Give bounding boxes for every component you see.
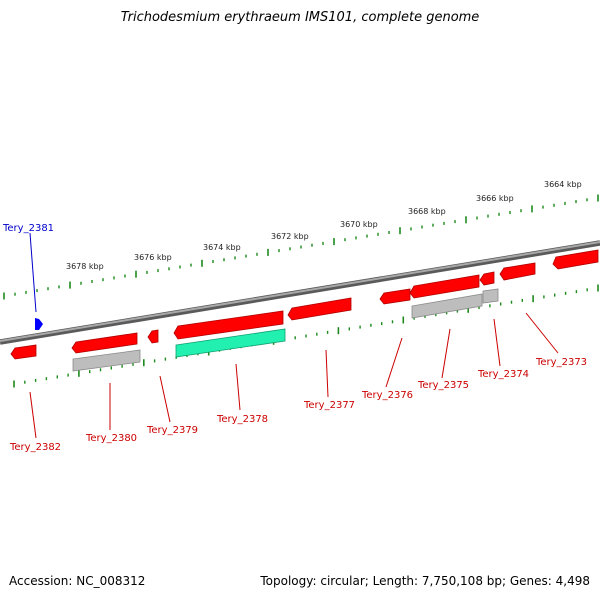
gene-label-tery-2380[interactable]: Tery_2380	[85, 433, 137, 444]
scale-label-3664: 3664 kbp	[544, 180, 582, 189]
gene-label-tery-2373[interactable]: Tery_2373	[535, 357, 587, 368]
scale-label-3666: 3666 kbp	[476, 194, 514, 203]
gene-arrow-tery-2380[interactable]	[71, 332, 138, 354]
scale-label-3670: 3670 kbp	[340, 220, 378, 229]
scale-label-3676: 3676 kbp	[134, 253, 172, 262]
scale-label-3678: 3678 kbp	[66, 262, 104, 271]
label-leader-lines	[29, 232, 559, 439]
outer-scale-ticks	[3, 194, 599, 300]
gene-label-tery-2378[interactable]: Tery_2378	[216, 414, 268, 425]
genome-summary-text: Topology: circular; Length: 7,750,108 bp…	[260, 574, 590, 588]
gene-bar-green-2378[interactable]	[175, 328, 286, 358]
gene-arrow-tery-2379[interactable]	[147, 329, 159, 344]
map-title: Trichodesmium erythraeum IMS101, complet…	[120, 10, 480, 25]
gene-arrow-tery-2378[interactable]	[173, 310, 284, 340]
gene-label-tery-2381[interactable]: Tery_2381	[2, 223, 54, 234]
gene-label-tery-2374[interactable]: Tery_2374	[477, 369, 529, 380]
gene-label-tery-2377[interactable]: Tery_2377	[303, 400, 355, 411]
gene-arrow-tery-2382[interactable]	[10, 344, 37, 360]
gene-bar-grey-2375[interactable]	[411, 293, 483, 319]
gene-label-tery-2375[interactable]: Tery_2375	[417, 380, 469, 391]
scale-labels: 3664 kbp 3666 kbp 3668 kbp 3670 kbp 3672…	[66, 180, 582, 271]
accession-text: Accession: NC_008312	[9, 574, 146, 588]
gene-bar-grey-2374[interactable]	[482, 288, 499, 304]
gene-bar-grey-2380[interactable]	[72, 349, 141, 372]
gene-arrow-tery-2377[interactable]	[287, 297, 352, 321]
gene-label-tery-2382[interactable]: Tery_2382	[9, 442, 61, 453]
scale-label-3674: 3674 kbp	[203, 243, 241, 252]
gene-arrow-tery-2375[interactable]	[409, 274, 480, 299]
gene-arrow-tery-2373[interactable]	[552, 249, 599, 270]
gene-arrow-tery-2374[interactable]	[479, 271, 495, 286]
gene-marker-tery-2381[interactable]	[35, 318, 43, 330]
scale-label-3668: 3668 kbp	[408, 207, 446, 216]
genome-backbone	[0, 240, 600, 345]
gene-label-tery-2379[interactable]: Tery_2379	[146, 425, 198, 436]
gene-labels: Tery_2381 Tery_2382 Tery_2380 Tery_2379 …	[2, 223, 587, 453]
gene-arrow-tery-2376[interactable]	[379, 288, 411, 305]
gene-label-tery-2376[interactable]: Tery_2376	[361, 390, 413, 401]
gene-arrow-tery-2374b[interactable]	[499, 262, 536, 281]
gene-features	[10, 249, 599, 372]
scale-label-3672: 3672 kbp	[271, 232, 309, 241]
